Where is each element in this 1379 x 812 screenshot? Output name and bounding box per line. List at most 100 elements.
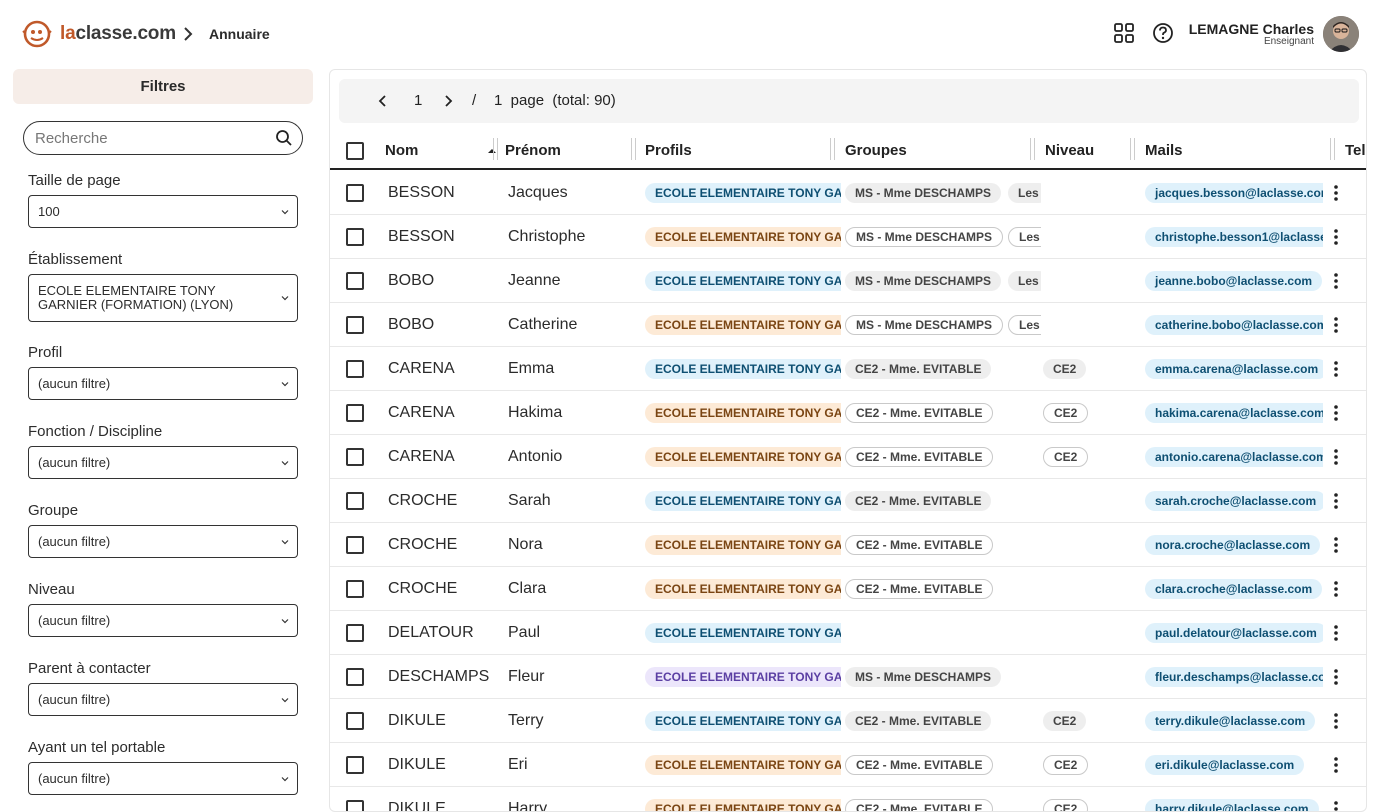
more-vertical-icon[interactable] xyxy=(1333,667,1339,687)
table-row[interactable]: CARENA Antonio ECOLE ELEMENTAIRE TONY GARN… xyxy=(330,435,1366,479)
avatar[interactable] xyxy=(1323,16,1359,52)
mail-chip[interactable]: sarah.croche@laclasse.com xyxy=(1145,491,1323,511)
more-vertical-icon[interactable] xyxy=(1333,403,1339,423)
table-row[interactable]: DELATOUR Paul ECOLE ELEMENTAIRE TONY GARNI… xyxy=(330,611,1366,655)
more-vertical-icon[interactable] xyxy=(1333,491,1339,511)
page-size-select[interactable]: 100 xyxy=(28,195,298,228)
more-vertical-icon[interactable] xyxy=(1333,799,1339,812)
row-checkbox[interactable] xyxy=(346,492,364,510)
more-vertical-icon[interactable] xyxy=(1333,227,1339,247)
row-checkbox[interactable] xyxy=(346,800,364,811)
profil-chip[interactable]: ECOLE ELEMENTAIRE TONY GARNIER xyxy=(645,535,841,555)
row-checkbox[interactable] xyxy=(346,536,364,554)
col-resize-handle[interactable] xyxy=(631,138,636,160)
sort-asc-icon[interactable] xyxy=(487,146,497,156)
row-checkbox[interactable] xyxy=(346,360,364,378)
mail-chip[interactable]: clara.croche@laclasse.com xyxy=(1145,579,1323,599)
row-checkbox[interactable] xyxy=(346,580,364,598)
mail-chip[interactable]: antonio.carena@laclasse.com xyxy=(1145,447,1323,467)
col-resize-handle[interactable] xyxy=(493,138,498,160)
more-vertical-icon[interactable] xyxy=(1333,623,1339,643)
mail-chip[interactable]: terry.dikule@laclasse.com xyxy=(1145,711,1316,731)
niveau-chip[interactable]: CE2 xyxy=(1043,799,1089,811)
breadcrumb-current[interactable]: Annuaire xyxy=(209,26,270,42)
etablissement-select[interactable]: ECOLE ELEMENTAIRE TONY GARNIER (FORMATIO… xyxy=(28,274,298,322)
mail-chip[interactable]: christophe.besson1@laclasse.com xyxy=(1145,227,1323,247)
more-vertical-icon[interactable] xyxy=(1333,315,1339,335)
col-resize-handle[interactable] xyxy=(830,138,835,160)
fonction-select[interactable]: (aucun filtre) xyxy=(28,446,298,479)
profil-chip[interactable]: ECOLE ELEMENTAIRE TONY GARNIER xyxy=(645,315,841,335)
groupe-chip[interactable]: MS - Mme DESCHAMPS xyxy=(845,315,1004,335)
groupe-chip[interactable]: MS - Mme DESCHAMPS xyxy=(845,667,1002,687)
more-vertical-icon[interactable] xyxy=(1333,579,1339,599)
groupe-chip[interactable]: CE2 - Mme. EVITABLE xyxy=(845,403,994,423)
user-name[interactable]: LEMAGNE Charles xyxy=(1188,21,1314,37)
more-vertical-icon[interactable] xyxy=(1333,183,1339,203)
profil-chip[interactable]: ECOLE ELEMENTAIRE TONY GARNIER xyxy=(645,579,841,599)
groupe-chip[interactable]: MS - Mme DESCHAMPS xyxy=(845,227,1004,247)
mail-chip[interactable]: hakima.carena@laclasse.com xyxy=(1145,403,1323,423)
mail-chip[interactable]: jeanne.bobo@laclasse.com xyxy=(1145,271,1323,291)
table-row[interactable]: BESSON Jacques ECOLE ELEMENTAIRE TONY GARN… xyxy=(330,171,1366,215)
groupe-chip[interactable]: CE2 - Mme. EVITABLE xyxy=(845,711,992,731)
col-resize-handle[interactable] xyxy=(1030,138,1035,160)
table-row[interactable]: BOBO Jeanne ECOLE ELEMENTAIRE TONY GARNIER… xyxy=(330,259,1366,303)
row-checkbox[interactable] xyxy=(346,712,364,730)
table-row[interactable]: CROCHE Nora ECOLE ELEMENTAIRE TONY GARNIER… xyxy=(330,523,1366,567)
groupe-chip[interactable]: MS - Mme DESCHAMPS xyxy=(845,183,1002,203)
groupe-chip[interactable]: Les xyxy=(1008,183,1041,203)
col-tel[interactable]: Tel xyxy=(1345,142,1366,159)
profil-chip[interactable]: ECOLE ELEMENTAIRE TONY GARNIER xyxy=(645,623,841,643)
help-icon[interactable] xyxy=(1152,22,1174,44)
groupe-chip[interactable]: CE2 - Mme. EVITABLE xyxy=(845,755,994,775)
groupe-chip[interactable]: CE2 - Mme. EVITABLE xyxy=(845,579,994,599)
search-input[interactable] xyxy=(24,122,264,154)
niveau-chip[interactable]: CE2 xyxy=(1043,359,1087,379)
table-row[interactable]: CROCHE Sarah ECOLE ELEMENTAIRE TONY GARNIE… xyxy=(330,479,1366,523)
row-checkbox[interactable] xyxy=(346,448,364,466)
col-groupes[interactable]: Groupes xyxy=(845,142,907,159)
table-row[interactable]: CROCHE Clara ECOLE ELEMENTAIRE TONY GARNIE… xyxy=(330,567,1366,611)
more-vertical-icon[interactable] xyxy=(1333,359,1339,379)
parent-select[interactable]: (aucun filtre) xyxy=(28,683,298,716)
niveau-chip[interactable]: CE2 xyxy=(1043,755,1089,775)
mail-chip[interactable]: fleur.deschamps@laclasse.com xyxy=(1145,667,1323,687)
search-icon[interactable] xyxy=(275,129,293,147)
table-row[interactable]: DIKULE Harry ECOLE ELEMENTAIRE TONY GARNIE… xyxy=(330,787,1366,812)
row-checkbox[interactable] xyxy=(346,228,364,246)
col-prenom[interactable]: Prénom xyxy=(505,142,561,159)
mail-chip[interactable]: emma.carena@laclasse.com xyxy=(1145,359,1323,379)
groupe-chip[interactable]: CE2 - Mme. EVITABLE xyxy=(845,491,992,511)
groupe-chip[interactable]: Les xyxy=(1008,271,1041,291)
select-all-checkbox[interactable] xyxy=(346,142,364,160)
current-page[interactable]: 1 xyxy=(414,92,423,109)
profil-chip[interactable]: ECOLE ELEMENTAIRE TONY GARNIER xyxy=(645,403,841,423)
profil-chip[interactable]: ECOLE ELEMENTAIRE TONY GARNIER xyxy=(645,183,841,203)
profil-chip[interactable]: ECOLE ELEMENTAIRE TONY GARNIER xyxy=(645,359,841,379)
groupe-chip[interactable]: MS - Mme DESCHAMPS xyxy=(845,271,1002,291)
niveau-chip[interactable]: CE2 xyxy=(1043,711,1087,731)
row-checkbox[interactable] xyxy=(346,316,364,334)
row-checkbox[interactable] xyxy=(346,756,364,774)
more-vertical-icon[interactable] xyxy=(1333,755,1339,775)
table-row[interactable]: DESCHAMPS Fleur ECOLE ELEMENTAIRE TONY GAR… xyxy=(330,655,1366,699)
groupe-chip[interactable]: CE2 - Mme. EVITABLE xyxy=(845,447,994,467)
table-row[interactable]: BESSON Christophe ECOLE ELEMENTAIRE TONY G… xyxy=(330,215,1366,259)
col-profils[interactable]: Profils xyxy=(645,142,692,159)
row-checkbox[interactable] xyxy=(346,624,364,642)
apps-grid-icon[interactable] xyxy=(1113,22,1135,44)
mail-chip[interactable]: harry.dikule@laclasse.com xyxy=(1145,799,1319,811)
col-resize-handle[interactable] xyxy=(1330,138,1335,160)
groupe-chip[interactable]: CE2 - Mme. EVITABLE xyxy=(845,535,994,555)
profil-chip[interactable]: ECOLE ELEMENTAIRE TONY GARNIER xyxy=(645,799,841,811)
table-row[interactable]: CARENA Hakima ECOLE ELEMENTAIRE TONY GARNI… xyxy=(330,391,1366,435)
table-row[interactable]: BOBO Catherine ECOLE ELEMENTAIRE TONY GARN… xyxy=(330,303,1366,347)
profil-select[interactable]: (aucun filtre) xyxy=(28,367,298,400)
groupe-select[interactable]: (aucun filtre) xyxy=(28,525,298,558)
col-mails[interactable]: Mails xyxy=(1145,142,1183,159)
more-vertical-icon[interactable] xyxy=(1333,711,1339,731)
row-checkbox[interactable] xyxy=(346,668,364,686)
row-checkbox[interactable] xyxy=(346,404,364,422)
mail-chip[interactable]: paul.delatour@laclasse.com xyxy=(1145,623,1323,643)
